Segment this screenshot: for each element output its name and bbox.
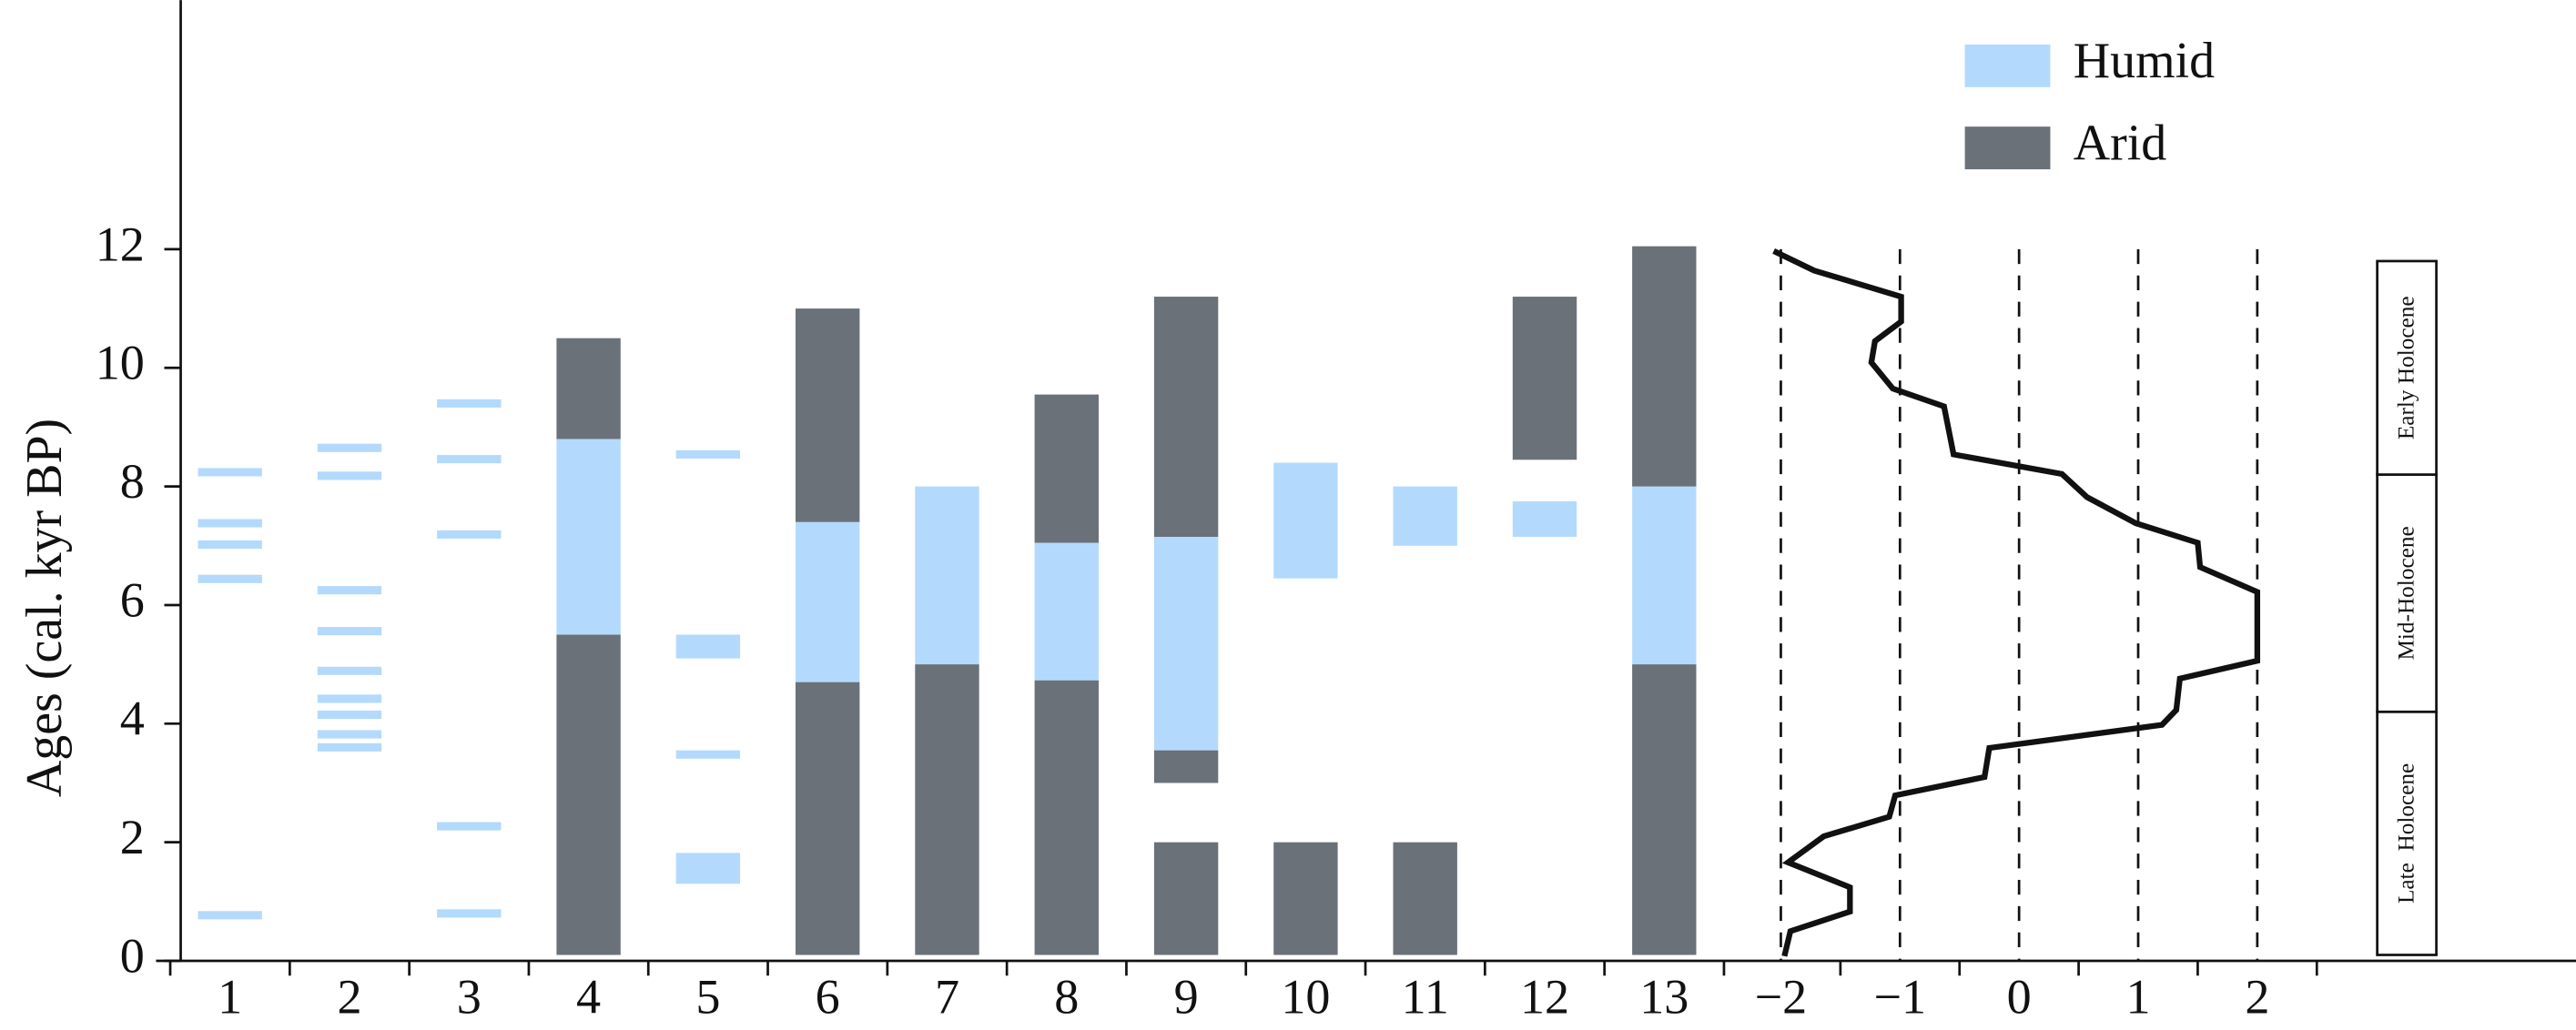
curve-tick-label: −2 bbox=[1755, 970, 1808, 1025]
interval-bar bbox=[437, 455, 502, 464]
y-tick-label: 4 bbox=[120, 692, 145, 746]
interval-bar bbox=[198, 468, 262, 477]
interval-bar bbox=[1273, 462, 1338, 579]
interval-bar bbox=[437, 399, 502, 408]
interval-bar bbox=[795, 521, 860, 682]
interval-bar bbox=[1393, 842, 1457, 955]
interval-bar bbox=[1034, 680, 1099, 955]
interval-bar bbox=[317, 586, 382, 595]
legend-swatch bbox=[1964, 44, 2051, 87]
x-tick-label: 9 bbox=[1174, 970, 1199, 1025]
interval-bar bbox=[1153, 537, 1219, 751]
zone-label: Mid-Holocene bbox=[2394, 526, 2419, 660]
interval-bar bbox=[1153, 842, 1219, 955]
interval-bar bbox=[1153, 297, 1219, 538]
x-tick-label: 1 bbox=[218, 970, 242, 1025]
interval-bar bbox=[198, 574, 262, 583]
interval-bar bbox=[675, 634, 741, 659]
x-tick-label: 7 bbox=[935, 970, 959, 1025]
interval-bar bbox=[1632, 486, 1697, 665]
x-tick-label: 6 bbox=[816, 970, 840, 1025]
interval-bar bbox=[317, 666, 382, 675]
interval-bar bbox=[317, 627, 382, 636]
interval-bar bbox=[317, 694, 382, 703]
interval-bar bbox=[198, 519, 262, 528]
x-tick-label: 5 bbox=[695, 970, 720, 1025]
x-tick-label: 10 bbox=[1281, 970, 1330, 1025]
x-tick-label: 2 bbox=[337, 970, 361, 1025]
x-tick-label: 3 bbox=[457, 970, 482, 1025]
x-tick-label: 11 bbox=[1402, 970, 1449, 1025]
y-tick-label: 12 bbox=[96, 217, 145, 271]
y-tick-label: 6 bbox=[120, 572, 145, 627]
interval-bar bbox=[1153, 750, 1219, 783]
interval-bar bbox=[317, 730, 382, 739]
interval-bar bbox=[437, 822, 502, 831]
legend-label: Humid bbox=[2074, 33, 2215, 89]
y-axis-label: Ages (cal. kyr BP) bbox=[16, 419, 73, 797]
x-tick-label: 4 bbox=[576, 970, 601, 1025]
legend-label: Arid bbox=[2074, 115, 2167, 171]
interval-bar bbox=[795, 682, 860, 955]
interval-bar bbox=[1632, 664, 1697, 955]
zone-label: Late Holocene bbox=[2394, 763, 2419, 904]
interval-bar bbox=[556, 634, 621, 955]
zone-box bbox=[2376, 259, 2438, 476]
curve-tick-label: 1 bbox=[2125, 970, 2150, 1025]
x-tick-label: 13 bbox=[1639, 970, 1689, 1025]
interval-bar bbox=[675, 750, 741, 759]
interval-bar bbox=[1034, 394, 1099, 543]
curve-tick-label: 0 bbox=[2007, 970, 2032, 1025]
interval-bar bbox=[317, 742, 382, 752]
interval-bar bbox=[915, 486, 979, 665]
interval-bar bbox=[1512, 297, 1577, 460]
interval-bar bbox=[1632, 246, 1697, 487]
interval-bar bbox=[198, 540, 262, 550]
interval-bar bbox=[556, 439, 621, 635]
zone-label: Early Holocene bbox=[2394, 296, 2419, 439]
y-tick-label: 10 bbox=[96, 336, 145, 390]
curve-tick-label: 2 bbox=[2245, 970, 2269, 1025]
interval-bar bbox=[1034, 542, 1099, 681]
interval-bar bbox=[1393, 486, 1457, 546]
interval-bar bbox=[317, 710, 382, 720]
curve-tick-label: −1 bbox=[1874, 970, 1927, 1025]
interval-bar bbox=[556, 338, 621, 439]
interval-bar bbox=[795, 308, 860, 522]
interval-bar bbox=[198, 911, 262, 920]
interval-bar bbox=[675, 449, 741, 459]
zone-box bbox=[2376, 710, 2438, 956]
interval-bar bbox=[437, 530, 502, 539]
y-tick-label: 2 bbox=[120, 810, 145, 864]
curve-line bbox=[1772, 248, 2261, 957]
interval-bar bbox=[317, 443, 382, 452]
interval-bar bbox=[317, 471, 382, 480]
x-tick-label: 12 bbox=[1520, 970, 1569, 1025]
interval-bar bbox=[915, 664, 979, 955]
zone-box bbox=[2376, 473, 2438, 713]
y-tick-label: 0 bbox=[120, 928, 145, 983]
interval-bar bbox=[1273, 842, 1338, 955]
interval-bar bbox=[437, 909, 502, 918]
interval-bar bbox=[1512, 500, 1577, 538]
x-tick-label: 8 bbox=[1054, 970, 1079, 1025]
y-tick-label: 8 bbox=[120, 454, 145, 509]
legend-swatch bbox=[1964, 126, 2051, 170]
interval-bar bbox=[675, 853, 741, 884]
